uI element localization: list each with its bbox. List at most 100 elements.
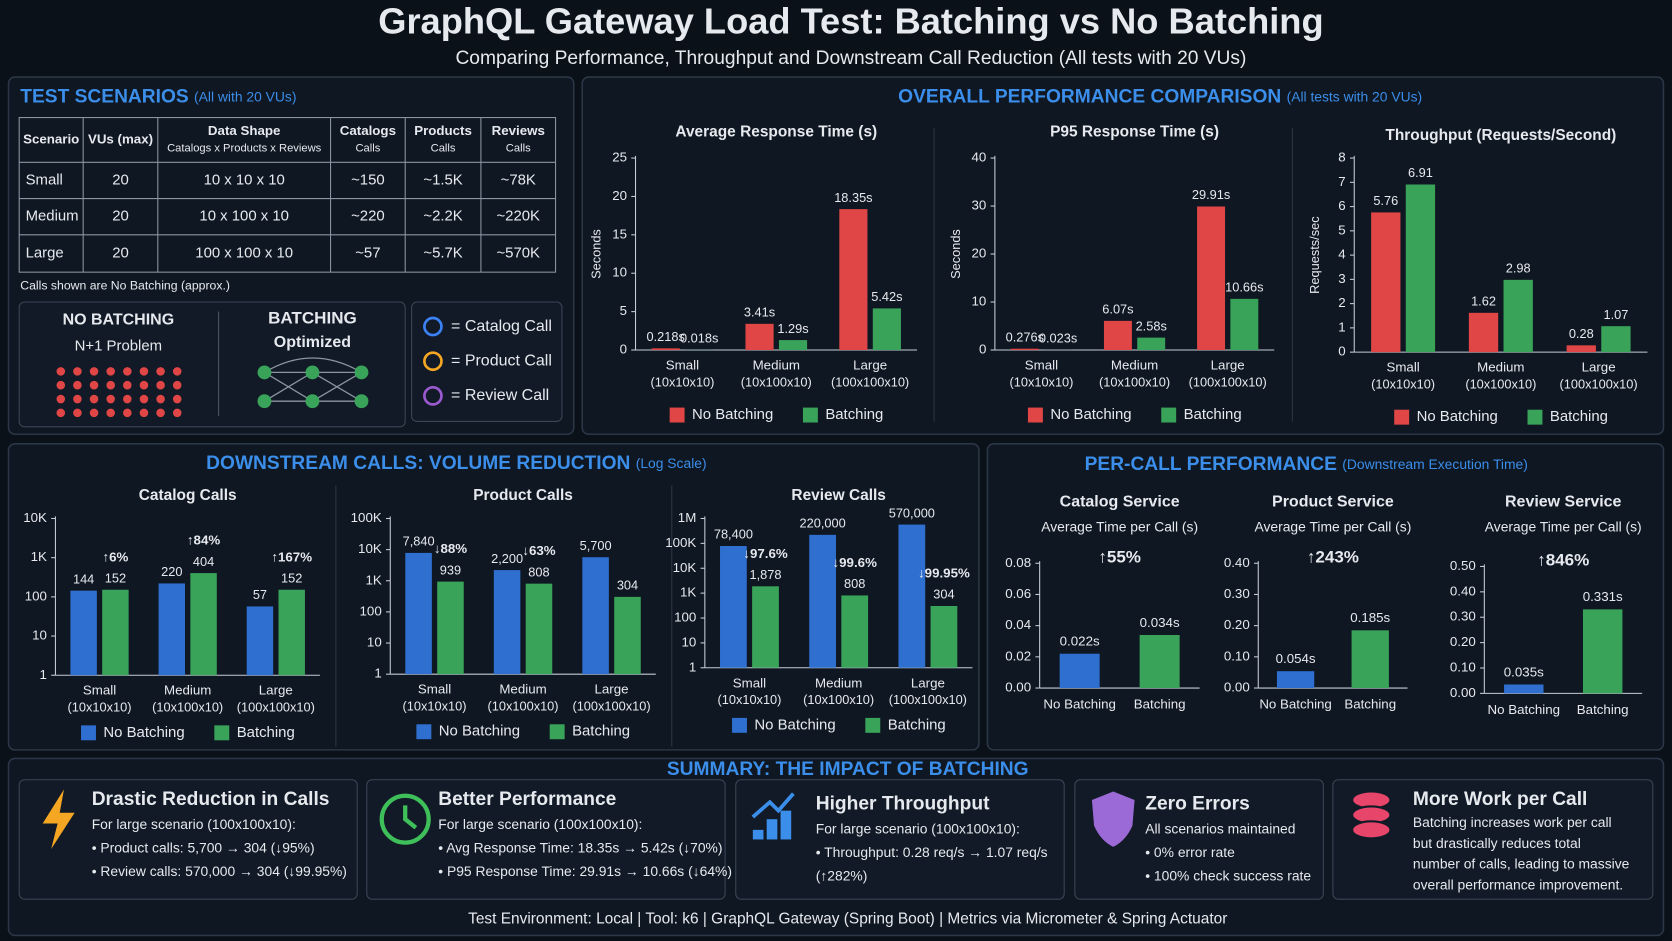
x-tick-note: (100x100x10) — [831, 374, 909, 389]
n1-dot — [73, 408, 82, 418]
card-line: • Product calls: 5,700 → 304 (↓95%) — [92, 840, 315, 856]
table-frame — [18, 117, 557, 273]
table-header: Products — [414, 123, 472, 138]
bar — [102, 589, 129, 676]
card-line: overall performance improvement. — [1413, 876, 1623, 892]
x-tick-note: (10x100x10) — [741, 374, 812, 389]
key-marker — [423, 316, 443, 337]
legend-swatch — [669, 407, 685, 423]
x-tick-note: (10x10x10) — [403, 699, 467, 714]
n1-dot — [172, 394, 182, 404]
y-tick-label: 30 — [972, 198, 987, 213]
value-label: 144 — [73, 571, 94, 586]
x-tick-label: Small — [1386, 360, 1419, 375]
value-label: 220 — [161, 564, 182, 579]
bar — [1137, 337, 1166, 351]
n1-dot — [139, 367, 149, 376]
y-tick-label: 1K — [365, 572, 381, 587]
n1-dot — [89, 380, 99, 390]
y-tick-label: 0.00 — [1005, 680, 1031, 695]
y-tick-label: 1 — [40, 667, 47, 682]
card-line: • Throughput: 0.28 req/s → 1.07 req/s — [816, 844, 1048, 860]
change-annotation: ↑6% — [102, 549, 128, 564]
n1-dot — [106, 380, 115, 390]
bar — [582, 557, 609, 675]
y-tick-label: 6 — [1338, 198, 1345, 213]
card-line: (↑282%) — [816, 867, 868, 883]
y-tick-label: 25 — [612, 150, 627, 165]
legend-label: No Batching — [103, 724, 184, 741]
x-tick-label: Large — [595, 682, 629, 697]
card-icon — [751, 792, 795, 819]
n1-dot — [123, 367, 132, 376]
bar — [1197, 206, 1226, 351]
section-title-note: (Downstream Execution Time) — [1342, 456, 1528, 472]
key-label: = Review Call — [451, 387, 549, 404]
card-line: For large scenario (100x100x10): — [92, 816, 296, 832]
section-title: DOWNSTREAM CALLS: VOLUME REDUCTION (Log S… — [206, 453, 706, 474]
summary-card — [735, 779, 1065, 900]
change-annotation: ↑167% — [271, 549, 312, 564]
key-subtitle: N+1 Problem — [75, 338, 162, 355]
value-label: 808 — [844, 576, 865, 591]
section-title: TEST SCENARIOS (All with 20 VUs) — [20, 86, 296, 107]
legend-label: Batching — [237, 724, 295, 741]
value-label: 3.41s — [744, 305, 775, 320]
table-header: Reviews — [492, 123, 545, 138]
key-subtitle: Optimized — [274, 334, 351, 351]
table-cell: ~2.2K — [423, 208, 462, 225]
value-label: 0.218s — [647, 329, 685, 344]
value-label: 0.018s — [680, 331, 718, 346]
card-line: Batching increases work per call — [1413, 814, 1612, 830]
y-tick-label: 2 — [1338, 295, 1345, 310]
bar — [1601, 326, 1631, 353]
bar — [1371, 212, 1401, 353]
card-title: More Work per Call — [1413, 789, 1588, 810]
x-tick-label: Medium — [164, 683, 211, 698]
x-tick-label: Medium — [499, 682, 546, 697]
legend-label: No Batching — [1050, 406, 1131, 423]
page-subtitle: Comparing Performance, Throughput and Do… — [455, 48, 1246, 69]
y-tick-label: 100K — [665, 535, 696, 550]
value-label: 1,878 — [750, 567, 782, 582]
section-title-text: PER-CALL PERFORMANCE — [1085, 454, 1337, 475]
value-label: 18.35s — [834, 190, 872, 205]
table-cell: 20 — [112, 244, 129, 261]
chart-title: P95 Response Time (s) — [1050, 124, 1219, 141]
legend-label: No Batching — [754, 716, 835, 733]
n1-dot — [139, 394, 149, 404]
y-tick-label: 10K — [673, 560, 697, 575]
bar — [278, 589, 305, 676]
batch-edge — [312, 371, 362, 402]
y-tick-label: 5 — [620, 303, 627, 318]
bar — [614, 596, 641, 675]
y-tick-label: 0.40 — [1450, 583, 1476, 598]
value-label: 6.07s — [1102, 302, 1133, 317]
x-tick-label: Medium — [1111, 358, 1158, 373]
y-tick-label: 10 — [367, 635, 382, 650]
bar — [1230, 298, 1259, 351]
value-label: 1.62 — [1471, 294, 1496, 309]
change-annotation: ↓97.6% — [743, 546, 788, 561]
chart-title: Product Service — [1272, 494, 1394, 511]
y-tick-label: 10 — [612, 265, 627, 280]
chart-title: Product Calls — [473, 487, 573, 504]
value-label: 0.035s — [1504, 664, 1544, 679]
value-label: 2.98 — [1506, 261, 1531, 276]
x-tick-note: (10x100x10) — [1465, 377, 1536, 392]
x-tick-note: (10x100x10) — [152, 700, 223, 715]
x-tick-note: (10x10x10) — [1009, 374, 1073, 389]
value-label: 5.42s — [871, 289, 902, 304]
value-label: 6.91 — [1408, 165, 1433, 180]
key-box — [411, 301, 563, 422]
section-title: OVERALL PERFORMANCE COMPARISON (All tests… — [898, 86, 1422, 107]
x-tick-label: Large — [853, 358, 887, 373]
x-tick-note: (100x100x10) — [889, 692, 967, 707]
table-cell: 20 — [112, 208, 129, 225]
key-title: BATCHING — [268, 309, 357, 328]
batch-node — [354, 394, 369, 409]
key-title: NO BATCHING — [63, 311, 175, 328]
table-header: Data Shape — [208, 123, 281, 138]
chart-title: Review Calls — [791, 487, 886, 504]
legend-label: Batching — [572, 723, 630, 740]
